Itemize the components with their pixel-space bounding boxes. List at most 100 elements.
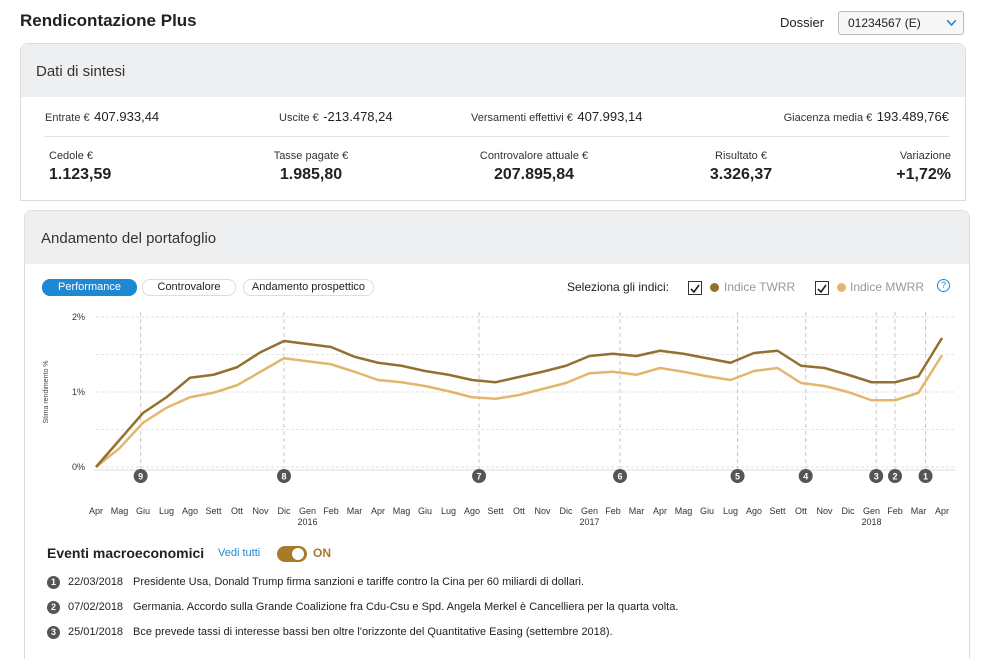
x-tick-label: Sett <box>769 506 786 516</box>
event-number: 1 <box>47 576 60 589</box>
dropdown-arrow <box>947 20 956 26</box>
page-title: Rendicontazione Plus <box>20 11 197 30</box>
x-tick-label: Feb <box>605 506 621 516</box>
summary-label: Tasse pagate € <box>273 150 349 162</box>
summary-item: Variazione +1,72% <box>896 150 951 184</box>
x-tick-label: Nov <box>816 506 833 516</box>
summary-item: Risultato € 3.326,37 <box>641 150 841 184</box>
x-tick-label: Ago <box>182 506 198 516</box>
x-tick-label: Lug <box>441 506 456 516</box>
legend-swatch <box>710 283 719 292</box>
x-year-label: 2018 <box>861 517 881 527</box>
event-marker-label: 7 <box>477 472 482 482</box>
event-marker-label: 9 <box>138 472 143 482</box>
series-line <box>95 354 944 468</box>
summary-value: 1.123,59 <box>49 166 112 183</box>
x-tick-label: Dic <box>278 506 291 516</box>
summary-item: Cedole € 1.123,59 <box>49 150 111 184</box>
x-tick-label: Giu <box>700 506 714 516</box>
summary-label: Uscite € <box>279 112 319 124</box>
event-marker <box>888 469 902 483</box>
summary-label: Risultato € <box>715 150 767 162</box>
y-tick-label: 2% <box>72 312 85 322</box>
event-text: Germania. Accordo sulla Grande Coalizion… <box>133 601 679 613</box>
event-marker-label: 8 <box>281 472 286 482</box>
x-tick-label: Lug <box>723 506 738 516</box>
checkbox[interactable] <box>815 281 829 295</box>
summary-value: 407.933,44 <box>94 109 160 124</box>
x-tick-label: Apr <box>653 506 667 516</box>
summary-label: Controvalore attuale € <box>479 150 589 162</box>
summary-title: Dati di sintesi <box>36 63 126 80</box>
legend-label: Indice TWRR <box>724 280 796 294</box>
x-year-label: 2017 <box>579 517 599 527</box>
summary-label: Versamenti effettivi € <box>471 112 573 124</box>
toggle-label: ON <box>313 546 331 560</box>
x-tick-label: Giu <box>136 506 150 516</box>
x-tick-label: Ago <box>464 506 480 516</box>
x-tick-label: Apr <box>371 506 385 516</box>
summary-item: Uscite € -213.478,24 <box>279 108 393 126</box>
summary-item: Entrate € 407.933,44 <box>45 108 159 126</box>
x-tick-label: Lug <box>159 506 174 516</box>
legend-label: Indice MWRR <box>850 280 925 294</box>
chart-card-title: Andamento del portafoglio <box>41 230 217 247</box>
summary-value: 3.326,37 <box>709 166 773 183</box>
y-tick-label: 0% <box>72 462 85 472</box>
x-tick-label: Apr <box>89 506 103 516</box>
event-marker <box>472 469 487 483</box>
summary-item: Controvalore attuale € 207.895,84 <box>434 150 634 184</box>
event-marker-label: 4 <box>803 472 808 482</box>
chart-card-header: Andamento del portafoglio <box>25 211 969 264</box>
tab-button[interactable]: Andamento prospettico <box>243 279 374 296</box>
event-date: 07/02/2018 <box>68 601 124 613</box>
event-marker <box>730 469 745 483</box>
summary-item: Tasse pagate € 1.985,80 <box>211 150 411 184</box>
x-tick-label: Gen <box>581 506 598 516</box>
x-tick-label: Mar <box>629 506 645 516</box>
summary-value: 1.985,80 <box>279 166 343 183</box>
toggle-knob <box>292 548 304 560</box>
x-tick-label: Dic <box>842 506 855 516</box>
events-title: Eventi macroeconomici <box>47 545 205 561</box>
summary-card: Dati di sintesi Entrate € 407.933,44 Usc… <box>20 43 966 201</box>
summary-value: -213.478,24 <box>323 109 393 124</box>
event-text: Presidente Usa, Donald Trump firma sanzi… <box>133 576 585 588</box>
index-selector-label: Seleziona gli indici: <box>567 280 670 294</box>
event-marker <box>613 469 628 483</box>
summary-value: 207.895,84 <box>493 166 575 183</box>
x-tick-label: Dic <box>560 506 573 516</box>
legend-swatch <box>837 283 846 292</box>
x-tick-label: Gen <box>863 506 880 516</box>
event-date: 25/01/2018 <box>68 626 124 638</box>
x-tick-label: Nov <box>252 506 269 516</box>
x-tick-label: Sett <box>205 506 222 516</box>
summary-header: Dati di sintesi <box>21 44 965 97</box>
x-tick-label: Mag <box>393 506 411 516</box>
x-tick-label: Mar <box>911 506 927 516</box>
summary-label: Giacenza media € <box>783 112 873 124</box>
x-tick-label: Ott <box>231 506 244 516</box>
summary-label: Cedole € <box>49 150 94 162</box>
x-tick-label: Ago <box>746 506 762 516</box>
summary-label: Entrate € <box>45 112 90 124</box>
x-tick-label: Ott <box>795 506 808 516</box>
event-marker <box>277 469 291 483</box>
tab-button[interactable]: Performance <box>42 279 137 296</box>
series-line <box>95 337 944 468</box>
tab-button[interactable]: Controvalore <box>142 279 236 296</box>
event-text: Bce prevede tassi di interesse bassi ben… <box>133 626 613 638</box>
help-icon[interactable]: ? <box>937 279 950 292</box>
events-link[interactable]: Vedi tutti <box>218 547 261 559</box>
summary-value: +1,72% <box>896 166 951 183</box>
summary-value: 193.489,76€ <box>876 109 949 124</box>
summary-value: 407.993,14 <box>577 109 643 124</box>
toggle[interactable] <box>277 546 307 562</box>
dossier-select[interactable]: 01234567 (E) <box>838 11 964 35</box>
checkbox[interactable] <box>688 281 702 295</box>
dossier-label: Dossier <box>780 15 825 30</box>
x-year-label: 2016 <box>297 517 317 527</box>
y-axis-title: Stima rendimento % <box>43 360 50 423</box>
summary-label: Variazione <box>899 150 951 162</box>
check-icon <box>817 284 827 294</box>
